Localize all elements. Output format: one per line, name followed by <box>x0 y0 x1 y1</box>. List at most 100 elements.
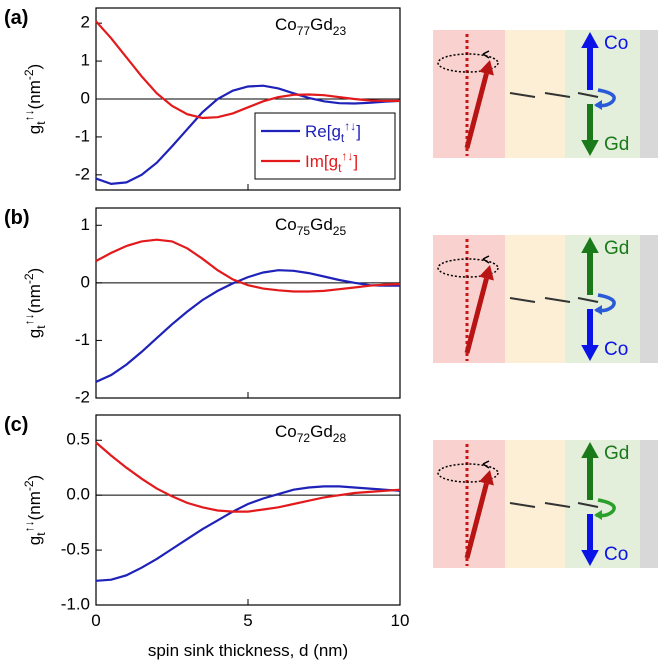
moment-down-head <box>581 550 599 566</box>
legend-label-part: ] <box>356 122 361 141</box>
y-axis-label-part: (nm <box>25 491 44 520</box>
annotation-part: Co <box>275 15 297 34</box>
spin-current <box>544 502 571 508</box>
spin-current <box>577 92 599 98</box>
y-axis-label-part: ) <box>25 475 44 481</box>
magnetization-head <box>479 60 494 76</box>
moment-label: Gd <box>604 134 629 155</box>
annotation-part: 25 <box>333 224 347 238</box>
y-tick-label: -1 <box>75 126 90 145</box>
y-tick-label: -2 <box>75 164 90 183</box>
moment-label: Co <box>604 33 628 54</box>
layer-ferrimagnet <box>565 440 640 568</box>
moment-down-head <box>581 345 599 361</box>
plot-frame <box>95 207 401 399</box>
legend-label-part: Re[g <box>305 122 341 141</box>
moment-up-head <box>581 32 599 48</box>
magnetization <box>464 72 489 149</box>
spin-current <box>577 297 599 303</box>
annotation-part: Gd <box>310 422 333 441</box>
moment-up-head <box>581 237 599 253</box>
precession-head <box>482 50 490 59</box>
data-line <box>95 84 401 186</box>
x-tick-label: 5 <box>243 611 252 630</box>
panel-label: (c) <box>4 414 28 436</box>
y-tick-label: -2 <box>75 387 90 406</box>
precession-head <box>482 255 490 264</box>
x-tick-label: 0 <box>91 611 100 630</box>
annotation-part: 75 <box>297 224 311 238</box>
legend-label: Re[gt↑↓] <box>305 119 361 145</box>
y-axis-label: gt↑↓(nm-2) <box>22 475 48 545</box>
torque-curl-head <box>594 100 602 110</box>
moment-down-head <box>581 140 599 156</box>
y-tick-label: 0 <box>81 88 90 107</box>
y-axis-label-part: ↑↓ <box>22 313 36 325</box>
annotation: Co75Gd25 <box>275 215 346 238</box>
annotation-part: 77 <box>297 24 311 38</box>
y-axis-label-part: -2 <box>22 273 36 284</box>
annotation-part: Gd <box>310 15 333 34</box>
y-axis-label-part: t <box>34 121 48 125</box>
y-axis-label-part: g <box>25 536 44 545</box>
data-line <box>95 238 401 293</box>
spin-current <box>509 92 536 98</box>
data-line <box>95 485 401 582</box>
legend-label-part: t <box>341 131 345 145</box>
y-axis-label-part: -2 <box>22 480 36 491</box>
y-tick-label: -1.0 <box>61 594 90 613</box>
x-tick-label: 10 <box>391 611 410 630</box>
y-axis-label-part: ↑↓ <box>22 109 36 121</box>
precession-head <box>482 460 490 469</box>
y-tick-label: 1 <box>81 51 90 70</box>
annotation-part: 28 <box>333 431 347 445</box>
y-axis-label-part: g <box>25 125 44 134</box>
annotation-part: 23 <box>333 24 347 38</box>
moment-label: Co <box>604 339 628 360</box>
moment-label: Gd <box>604 238 629 259</box>
y-tick-label: 0.0 <box>66 485 90 504</box>
data-line <box>95 441 401 513</box>
torque-curl-head <box>594 305 602 315</box>
y-axis-label-part: t <box>34 532 48 536</box>
y-tick-label: 0 <box>81 272 90 291</box>
plot-frame <box>95 414 401 606</box>
panel-label: (a) <box>4 7 28 29</box>
layer-cap <box>640 440 658 568</box>
precession <box>437 53 499 73</box>
y-tick-label: 2 <box>81 13 90 32</box>
moment-up-head <box>581 442 599 458</box>
y-axis-label-part: ) <box>25 268 44 274</box>
x-axis-label: spin sink thickness, d (nm) <box>148 641 348 660</box>
y-axis-label-part: ↑↓ <box>22 520 36 532</box>
annotation-part: Gd <box>310 215 333 234</box>
legend-box <box>254 112 396 180</box>
legend-label-part: ] <box>353 152 358 171</box>
y-axis-label-part: (nm <box>25 284 44 313</box>
moment-label: Gd <box>604 443 629 464</box>
y-tick-label: 1 <box>81 215 90 234</box>
panel-label: (b) <box>4 207 30 229</box>
legend-label-part: Im[g <box>305 152 338 171</box>
y-tick-label: -1 <box>75 330 90 349</box>
legend-label: Im[gt↑↓] <box>305 149 358 175</box>
y-axis-label: gt↑↓(nm-2) <box>22 268 48 338</box>
layer-cap <box>640 235 658 363</box>
magnetization-head <box>479 470 494 486</box>
spin-current <box>509 502 536 508</box>
y-axis-label-part: (nm <box>25 80 44 109</box>
annotation: Co72Gd28 <box>275 422 346 445</box>
y-axis-label-part: -2 <box>22 69 36 80</box>
annotation-part: Co <box>275 215 297 234</box>
data-line <box>95 20 400 120</box>
spin-current <box>544 92 571 98</box>
y-axis-label-part: ) <box>25 64 44 70</box>
y-tick-label: 0.5 <box>66 430 90 449</box>
spin-current <box>509 297 536 303</box>
y-axis-label-part: g <box>25 329 44 338</box>
magnetization <box>464 277 489 354</box>
annotation-part: 72 <box>297 431 311 445</box>
layer-cap <box>640 30 658 158</box>
precession <box>437 258 499 278</box>
annotation-part: Co <box>275 422 297 441</box>
